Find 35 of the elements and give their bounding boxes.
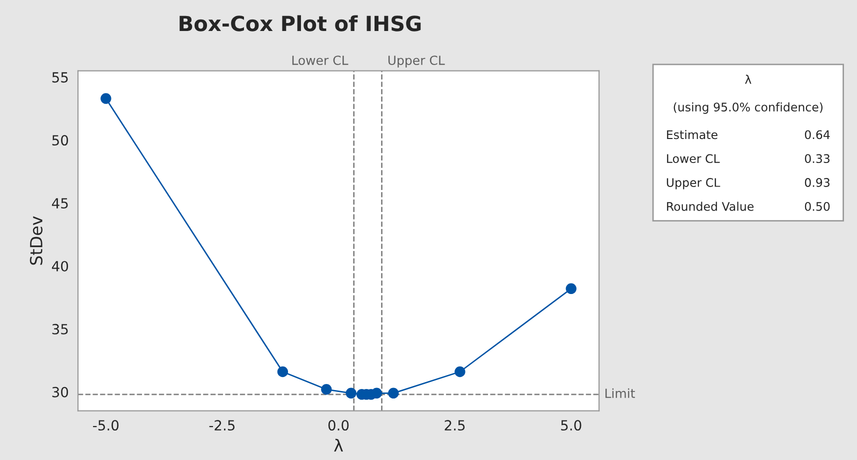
- point: [346, 388, 356, 399]
- y-tick-label: 45: [52, 198, 68, 209]
- ref-line-label: Lower CL: [292, 56, 348, 66]
- text: Lower CL: [667, 154, 720, 164]
- x-tick-label: -5.0: [93, 420, 119, 431]
- point: [566, 283, 576, 294]
- y-tick-label: 50: [52, 135, 68, 146]
- text: λ: [745, 74, 752, 84]
- text: Rounded Value: [667, 202, 754, 211]
- x-tick-label: 2.5: [444, 420, 465, 431]
- point: [100, 93, 112, 104]
- y-tick-label: 30: [52, 386, 68, 398]
- ref-line-label: Upper CL: [388, 56, 445, 68]
- point: [277, 366, 288, 378]
- point: [321, 384, 332, 395]
- text: 0.64: [804, 130, 830, 140]
- y-tick-label: 40: [52, 260, 68, 272]
- text: Estimate: [667, 130, 718, 140]
- y-axis-title: StDev: [30, 216, 42, 265]
- point: [388, 388, 399, 399]
- ref-line-label: Limit: [605, 388, 635, 398]
- text: 0.33: [804, 154, 830, 164]
- text: 0.93: [804, 178, 830, 187]
- text: (using 95.0% confidence): [674, 102, 823, 114]
- point: [371, 388, 382, 399]
- y-tick-label: 35: [52, 324, 68, 334]
- y-tick-label: 55: [52, 72, 68, 83]
- x-tick-label: 0.0: [328, 420, 349, 431]
- x-tick-label: 5.0: [561, 420, 582, 431]
- chart-title: Box-Cox Plot of IHSG: [180, 15, 421, 32]
- text: 0.50: [804, 202, 830, 211]
- point: [454, 366, 466, 378]
- text: Upper CL: [666, 178, 720, 190]
- x-axis-title: λ: [334, 438, 343, 452]
- x-tick-label: -2.5: [209, 420, 235, 431]
